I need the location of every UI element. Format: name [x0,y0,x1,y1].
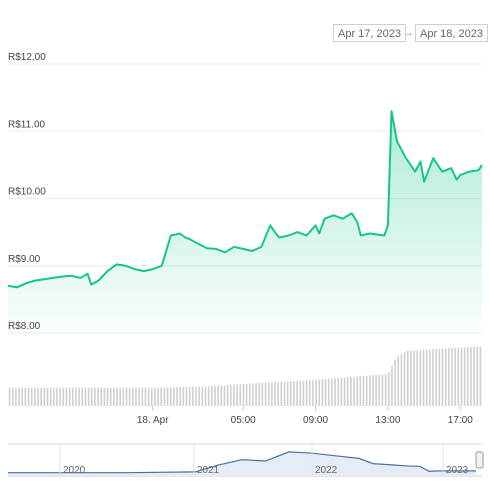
x-tick-label: 09:00 [303,415,328,426]
y-tick-label: R$11.00 [8,119,46,130]
navigator-year-label: 2023 [446,465,469,476]
navigator-handle[interactable] [475,451,484,469]
y-axis: R$12.00 R$11.00 R$10.00 R$9.00 R$8.00 [8,52,46,332]
x-axis: 18. Apr 05:00 09:00 13:00 17:00 [137,406,473,426]
y-tick-label: R$8.00 [8,321,41,332]
price-area-fill [8,111,482,333]
x-tick-label: 13:00 [375,415,400,426]
navigator-year-label: 2022 [315,465,338,476]
x-tick-label: 17:00 [448,415,473,426]
volume-layer [8,346,482,406]
date-to-input[interactable]: Apr 18, 2023 [415,24,488,42]
navigator-line [8,451,476,474]
y-tick-label: R$12.00 [8,52,46,63]
price-line [7,110,483,289]
navigator-year-label: 2020 [63,465,86,476]
date-range-arrow: → [403,27,414,39]
area-layer [7,110,483,333]
x-tick-label: 05:00 [231,415,256,426]
y-tick-label: R$9.00 [8,254,41,265]
navigator-area [8,451,476,476]
y-tick-label: R$10.00 [8,187,46,198]
navigator-year-label: 2021 [197,465,220,476]
date-from-input[interactable]: Apr 17, 2023 [333,24,406,42]
navigator[interactable]: 2020 2021 2022 2023 [8,443,484,477]
x-tick-label: 18. Apr [137,415,169,426]
